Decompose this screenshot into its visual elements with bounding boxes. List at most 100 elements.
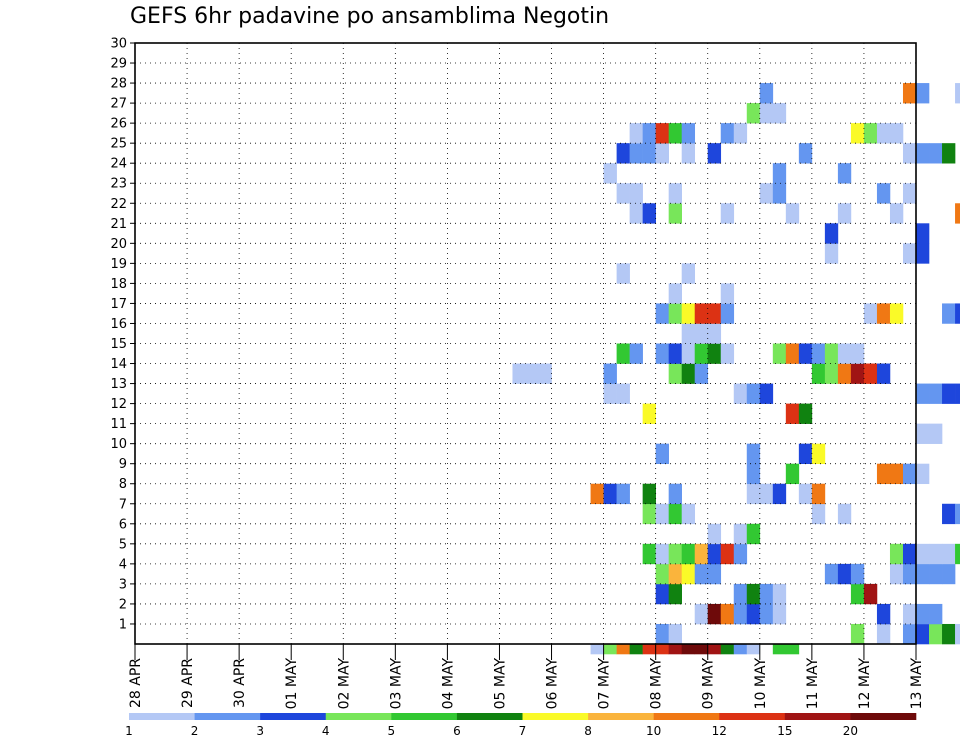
- y-tick-label: 25: [110, 137, 127, 152]
- heatmap-cell: [603, 383, 617, 404]
- heatmap-cell: [629, 644, 643, 655]
- y-tick-label: 5: [119, 537, 127, 552]
- heatmap-cell: [629, 143, 643, 164]
- heatmap-cell: [668, 483, 682, 505]
- colorbar-label: 12: [712, 724, 727, 738]
- y-tick-label: 7: [119, 497, 127, 512]
- heatmap-cell: [863, 363, 878, 384]
- heatmap-cell: [655, 503, 669, 525]
- x-tick-label: 03 MAY: [388, 658, 404, 710]
- heatmap-cell: [902, 563, 917, 585]
- heatmap-cell: [955, 503, 960, 525]
- heatmap-cell: [850, 343, 865, 364]
- heatmap-cell: [681, 343, 696, 364]
- heatmap-cell: [824, 563, 839, 585]
- heatmap-cell: [746, 443, 761, 464]
- heatmap-cell: [785, 403, 800, 424]
- heatmap-cell: [655, 543, 669, 565]
- heatmap-cell: [916, 243, 930, 264]
- heatmap-cell: [824, 223, 839, 244]
- heatmap-cell: [759, 183, 774, 204]
- heatmap-cell: [772, 343, 787, 364]
- heatmap-cell: [681, 303, 696, 324]
- heatmap-cell: [668, 583, 682, 605]
- x-tick-label: 06 MAY: [545, 658, 561, 710]
- heatmap-cell: [668, 123, 682, 144]
- colorbar-label: 3: [256, 724, 264, 738]
- heatmap-cell: [746, 483, 761, 505]
- heatmap-cell: [707, 143, 722, 164]
- heatmap-cell: [603, 644, 617, 655]
- colorbar-label: 10: [646, 724, 661, 738]
- heatmap-cell: [603, 163, 617, 184]
- heatmap-cell: [707, 303, 722, 324]
- grid-lines: [135, 43, 917, 644]
- heatmap-cell: [942, 543, 956, 565]
- y-tick-label: 24: [110, 157, 127, 172]
- heatmap-cell: [916, 563, 930, 585]
- heatmap-cell: [889, 203, 904, 224]
- heatmap-cell: [785, 644, 800, 655]
- heatmap-cell: [837, 563, 852, 585]
- x-axis: 28 APR 29 APR 30 APR 01 MAY 02 MAY 03 MAY 04 M…: [128, 644, 925, 709]
- heatmap-cell: [811, 503, 826, 525]
- colorbar-label: 1: [125, 724, 133, 738]
- heatmap-cell: [694, 543, 709, 565]
- heatmap-cell: [681, 323, 696, 344]
- heatmap-cell: [916, 83, 930, 104]
- heatmap-cell: [538, 363, 552, 384]
- heatmap-cell: [616, 483, 630, 505]
- colorbar-swatch: [522, 713, 589, 720]
- heatmap-cell: [929, 623, 943, 645]
- heatmap-cell: [655, 123, 669, 144]
- heatmap-cell: [850, 123, 865, 144]
- heatmap-cell: [824, 343, 839, 364]
- heatmap-cell: [616, 143, 630, 164]
- heatmap-cell: [876, 603, 891, 625]
- heatmap-cell: [694, 343, 709, 364]
- heatmap-cell: [798, 443, 813, 464]
- heatmap-cell: [694, 363, 709, 384]
- heatmap-cell: [655, 644, 669, 655]
- y-tick-label: 12: [110, 397, 127, 412]
- heatmap-cell: [681, 363, 696, 384]
- heatmap-cell: [694, 603, 709, 625]
- y-tick-label: 30: [110, 37, 127, 52]
- heatmap-cell: [772, 163, 787, 184]
- y-tick-label: 22: [110, 197, 127, 212]
- heatmap-cell: [655, 343, 669, 364]
- heatmap-cell: [642, 123, 656, 144]
- heatmap-cell: [642, 203, 656, 224]
- heatmap-cell: [655, 623, 669, 645]
- heatmap-cell: [916, 603, 930, 625]
- heatmap-cell: [694, 644, 709, 655]
- heatmap-cell: [955, 83, 960, 104]
- colorbar-swatch: [784, 713, 851, 720]
- heatmap-cell: [916, 623, 930, 645]
- heatmap-cell: [863, 303, 878, 324]
- heatmap-cell: [798, 143, 813, 164]
- x-tick-label: 10 MAY: [753, 658, 769, 710]
- heatmap-cell: [629, 183, 643, 204]
- heatmap-cell: [837, 203, 852, 224]
- heatmap-cell: [955, 623, 960, 645]
- heatmap-cell: [889, 563, 904, 585]
- heatmap-cell: [746, 103, 761, 124]
- heatmap-cell: [889, 543, 904, 565]
- heatmap-cell: [746, 383, 761, 404]
- heatmap-cell: [733, 583, 748, 605]
- heatmap-cell: [785, 343, 800, 364]
- heatmap-cell: [850, 583, 865, 605]
- heatmap-cell: [824, 243, 839, 264]
- colorbar-swatch: [129, 713, 195, 720]
- y-tick-label: 3: [119, 577, 127, 592]
- x-tick-label: 29 APR: [180, 658, 196, 708]
- y-tick-label: 17: [110, 297, 127, 312]
- heatmap-cell: [955, 383, 960, 404]
- y-tick-label: 23: [110, 177, 127, 192]
- chart-title: GEFS 6hr padavine po ansamblima Negotin: [130, 4, 610, 29]
- heatmap-cell: [668, 543, 682, 565]
- y-tick-label: 6: [119, 517, 127, 532]
- heatmap-cell: [798, 403, 813, 424]
